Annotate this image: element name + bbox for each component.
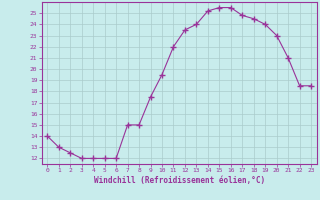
X-axis label: Windchill (Refroidissement éolien,°C): Windchill (Refroidissement éolien,°C) bbox=[94, 176, 265, 185]
